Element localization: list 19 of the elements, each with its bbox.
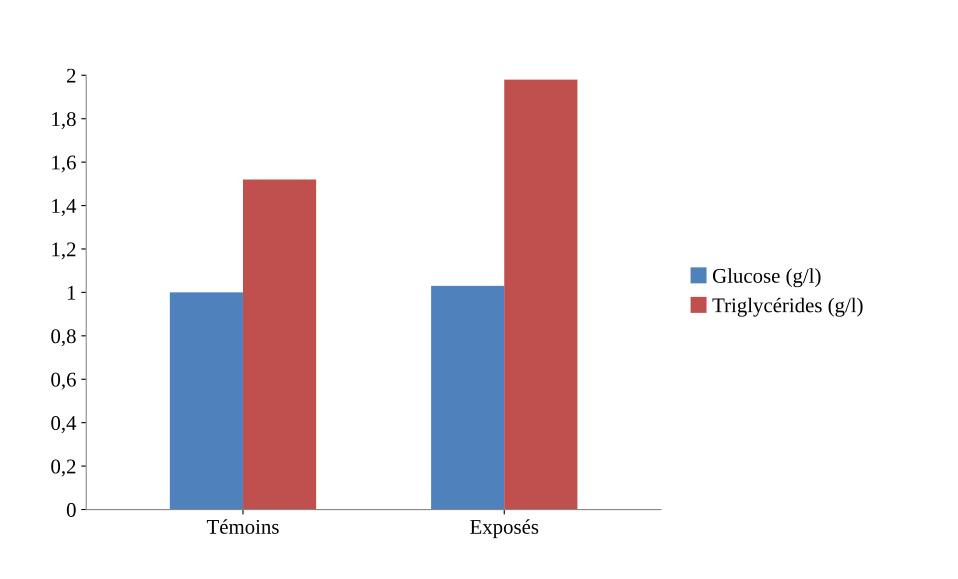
y-tick-label: 0,2 (51, 459, 76, 477)
y-tick-label: 1,6 (52, 156, 76, 173)
x-tick-label: Témoins (206, 519, 279, 534)
bar (242, 179, 316, 510)
y-tick-label: 1,8 (52, 112, 76, 130)
y-tick-label: 0,6 (51, 372, 76, 390)
y-tick-label: 1,2 (52, 242, 76, 260)
x-tick-label: Exposés (470, 519, 538, 538)
y-tick-label: 1,4 (52, 199, 76, 216)
y-tick-label: 0,4 (51, 416, 76, 434)
y-tick-label: 0 (66, 502, 76, 517)
bar (431, 286, 504, 510)
y-tick-label: 0,8 (51, 329, 76, 346)
bar (170, 292, 243, 510)
legend-label: Glucose (g/l) (712, 268, 821, 288)
bar (504, 80, 578, 510)
y-tick-label: 2 (66, 68, 76, 82)
legend-label: Triglycérides (g/l) (712, 298, 863, 317)
y-tick-label: 1 (68, 286, 76, 300)
